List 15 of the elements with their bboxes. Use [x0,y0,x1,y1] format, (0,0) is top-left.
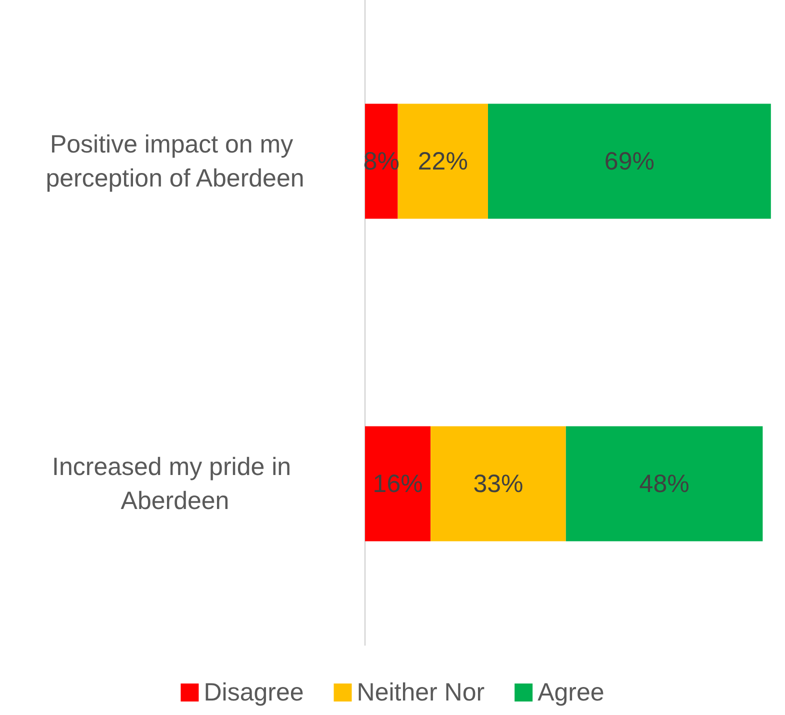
legend-label: Neither Nor [356,678,485,706]
data-label: 69% [604,147,654,176]
bar [566,426,763,542]
data-label: 16% [372,470,423,498]
data-label: 22% [418,147,468,176]
data-label: 33% [473,470,524,498]
y-tick-label: Increased my pride in Aberdeen [52,452,298,515]
bar [365,426,431,542]
bar [398,104,488,219]
y-tick-label: Positive impact on my perception of Aberdeen [46,130,304,192]
bar [488,104,771,219]
legend-label: Disagree [204,678,304,706]
data-label: 48% [639,470,690,498]
bar [430,426,566,542]
legend-label: Agree [538,678,604,706]
